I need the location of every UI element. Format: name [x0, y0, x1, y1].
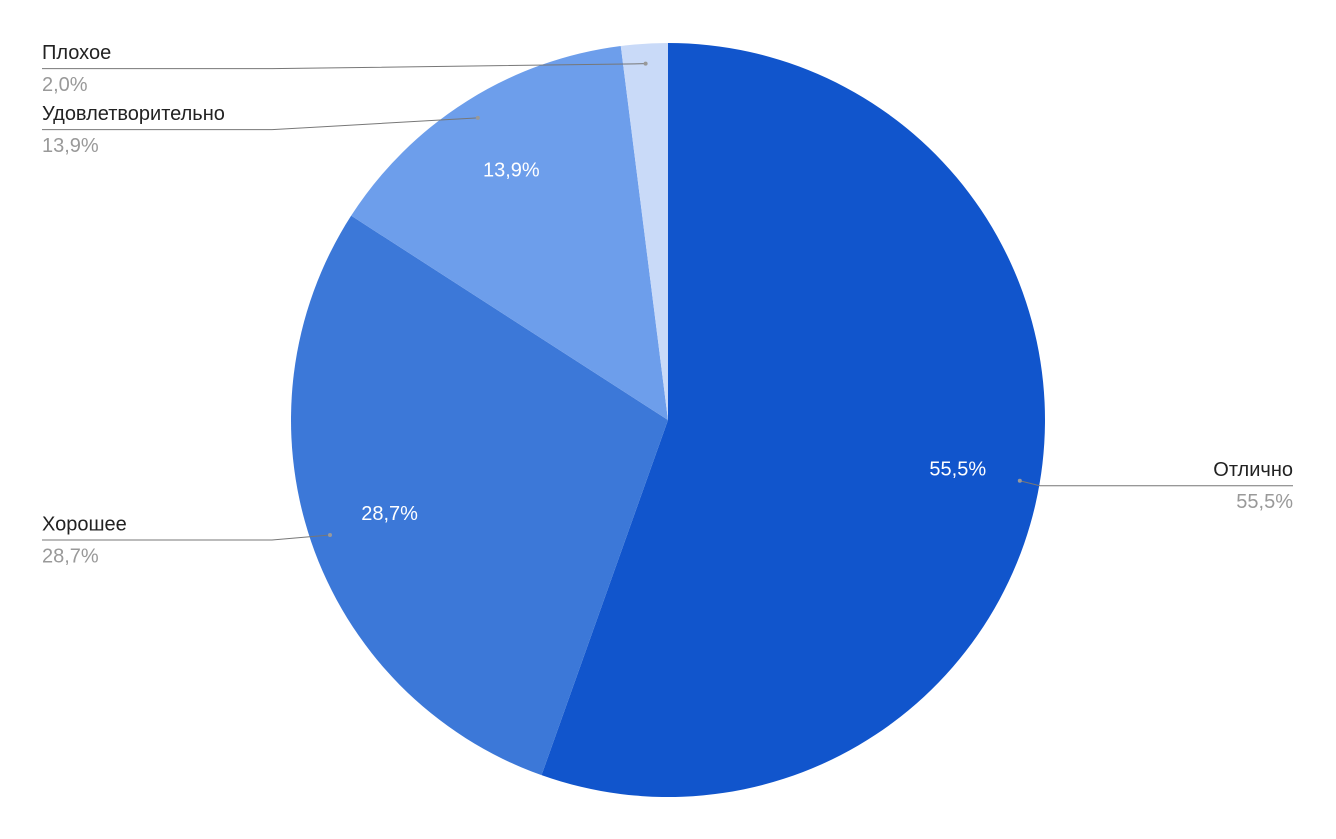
leader-dot	[643, 61, 648, 66]
pie-slice	[620, 43, 668, 420]
legend-label: Хорошее	[42, 513, 127, 535]
leader-line	[42, 63, 646, 70]
pie-slice	[541, 43, 1045, 797]
leader-dot	[1017, 478, 1022, 483]
slice-label: 55,5%	[929, 458, 986, 480]
legend-value: 2,0%	[42, 74, 88, 96]
slice-label: 28,7%	[361, 503, 418, 525]
legend-label: Отлично	[1213, 459, 1293, 481]
leader-line	[42, 117, 478, 131]
legend-value: 55,5%	[1236, 491, 1293, 513]
legend-label: Удовлетворительно	[42, 103, 225, 125]
pie-slice	[290, 215, 668, 776]
leader-dot	[328, 533, 333, 538]
leader-dot	[475, 115, 480, 120]
leader-line	[42, 534, 331, 541]
legend-label: Плохое	[42, 42, 111, 64]
legend-value: 13,9%	[42, 135, 99, 157]
pie-slice	[351, 45, 668, 420]
legend-value: 28,7%	[42, 545, 99, 567]
leader-line	[1019, 480, 1293, 487]
slice-label: 13,9%	[483, 159, 540, 181]
